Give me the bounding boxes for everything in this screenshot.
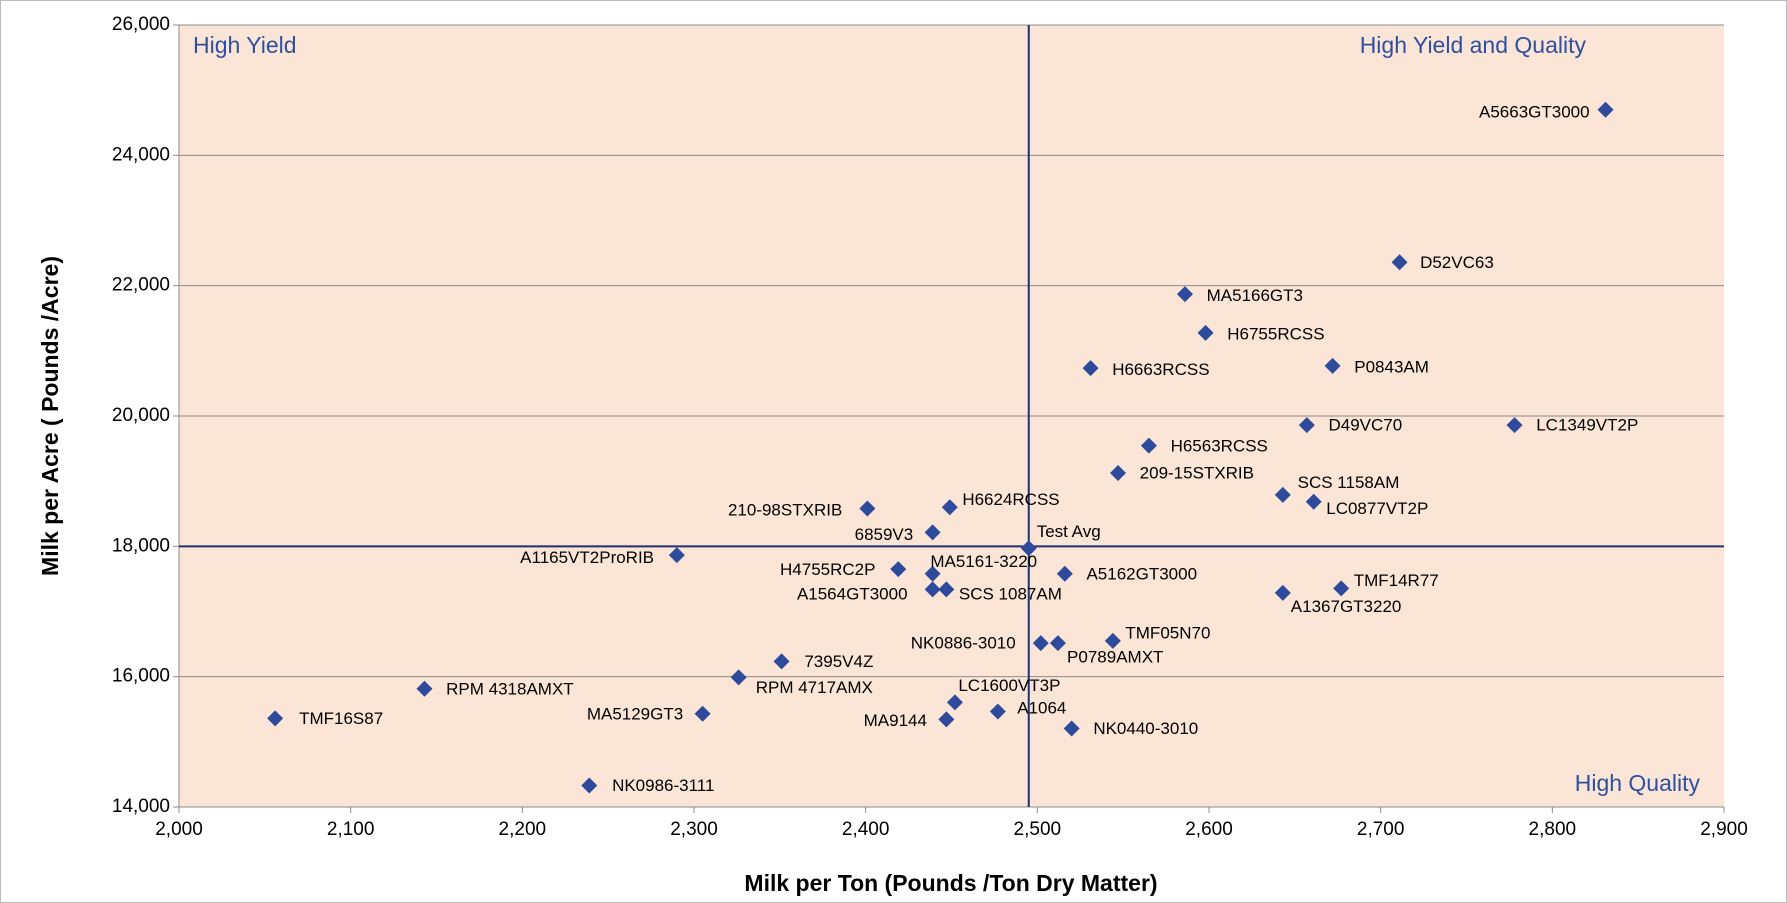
point-label: A5162GT3000 [1086, 564, 1197, 583]
point [1506, 417, 1523, 434]
point [1597, 101, 1614, 118]
point-label: H6563RCSS [1171, 436, 1268, 455]
x-tick-label: 2,900 [1700, 819, 1748, 840]
y-tick-label: 26,000 [112, 14, 170, 35]
point-label: A1064 [1017, 699, 1066, 718]
point-label: A1564GT3000 [797, 585, 908, 604]
x-tick-label: 2,400 [842, 819, 890, 840]
point-label: LC1600VT3P [958, 676, 1060, 695]
point [1324, 357, 1341, 374]
point [1333, 580, 1350, 597]
point [924, 524, 941, 541]
y-tick-label: 24,000 [112, 144, 170, 165]
x-tick-label: 2,100 [327, 819, 375, 840]
y-tick-label: 20,000 [112, 405, 170, 426]
point-label: 6859V3 [855, 525, 914, 544]
y-tick-label: 16,000 [112, 666, 170, 687]
x-tick-label: 2,000 [155, 819, 203, 840]
point [1391, 254, 1408, 271]
point [941, 499, 958, 516]
point-label: D52VC63 [1420, 253, 1494, 272]
point-label: A1165VT2ProRIB [520, 548, 654, 567]
point [1049, 635, 1066, 652]
point-label: SCS 1087AM [959, 585, 1062, 604]
point [1140, 437, 1157, 454]
point-label: P0843AM [1354, 358, 1429, 377]
point-label: MA5161-3220 [930, 552, 1037, 571]
point-label: MA5129GT3 [587, 704, 683, 723]
point [924, 581, 941, 598]
point-label: TMF05N70 [1125, 623, 1210, 642]
point [1298, 417, 1315, 434]
x-tick-label: 2,600 [1185, 819, 1233, 840]
point-label: H4755RC2P [780, 560, 875, 579]
point [890, 561, 907, 578]
point [1020, 540, 1037, 557]
point-label: H6663RCSS [1112, 360, 1209, 379]
quadrant-label: High Yield [193, 32, 297, 58]
point [1082, 360, 1099, 377]
point [581, 777, 598, 794]
y-axis-title: Milk per Acre ( Pounds /Acre) [37, 256, 63, 576]
x-tick-label: 2,700 [1357, 819, 1405, 840]
y-tick-label: 14,000 [112, 796, 170, 817]
point-label: 209-15STXRIB [1140, 464, 1254, 483]
point [1274, 486, 1291, 503]
point [773, 653, 790, 670]
point-label: P0789AMXT [1067, 647, 1163, 666]
point-label: H6755RCSS [1227, 325, 1324, 344]
x-tick-label: 2,500 [1014, 819, 1062, 840]
quadrant-label: High Quality [1575, 770, 1701, 796]
point [938, 581, 955, 598]
quadrant-label: High Yield and Quality [1360, 32, 1587, 58]
point [1274, 584, 1291, 601]
point-label: NK0886-3010 [911, 634, 1016, 653]
point-label: TMF16S87 [299, 709, 383, 728]
x-tick-label: 2,200 [499, 819, 547, 840]
point-label: TMF14R77 [1354, 571, 1439, 590]
point [1305, 493, 1322, 510]
point [730, 669, 747, 686]
point-label: A1367GT3220 [1291, 597, 1402, 616]
point-label: 7395V4Z [804, 652, 873, 671]
point-label: RPM 4717AMX [756, 678, 873, 697]
point-label: MA5166GT3 [1207, 286, 1303, 305]
x-tick-label: 2,300 [670, 819, 718, 840]
point-label: LC0877VT2P [1326, 499, 1428, 518]
point-label: D49VC70 [1329, 416, 1403, 435]
point [946, 694, 963, 711]
point-label: NK0440-3010 [1093, 719, 1198, 738]
point-label: 210-98STXRIB [728, 500, 842, 519]
point-label: MA9144 [864, 711, 927, 730]
point [1110, 465, 1127, 482]
point-label: LC1349VT2P [1536, 416, 1638, 435]
y-tick-label: 22,000 [112, 275, 170, 296]
point-label: A5663GT3000 [1479, 103, 1590, 122]
point [989, 703, 1006, 720]
point-label: SCS 1158AM [1298, 473, 1400, 492]
point-label: H6624RCSS [962, 490, 1059, 509]
x-tick-label: 2,800 [1529, 819, 1577, 840]
point [938, 711, 955, 728]
point [1176, 286, 1193, 303]
point [694, 705, 711, 722]
x-axis-title: Milk per Ton (Pounds /Ton Dry Matter) [744, 870, 1157, 896]
point [1056, 565, 1073, 582]
point [1197, 324, 1214, 341]
point-label: NK0986-3111 [612, 776, 714, 795]
point [1104, 632, 1121, 649]
point-label: RPM 4318AMXT [446, 679, 574, 698]
y-tick-label: 18,000 [112, 535, 170, 556]
point [416, 680, 433, 697]
point-label: Test Avg [1037, 522, 1101, 541]
point [1032, 635, 1049, 652]
point [924, 565, 941, 582]
point [859, 500, 876, 517]
point [267, 710, 284, 727]
point [1063, 720, 1080, 737]
point [668, 547, 685, 564]
